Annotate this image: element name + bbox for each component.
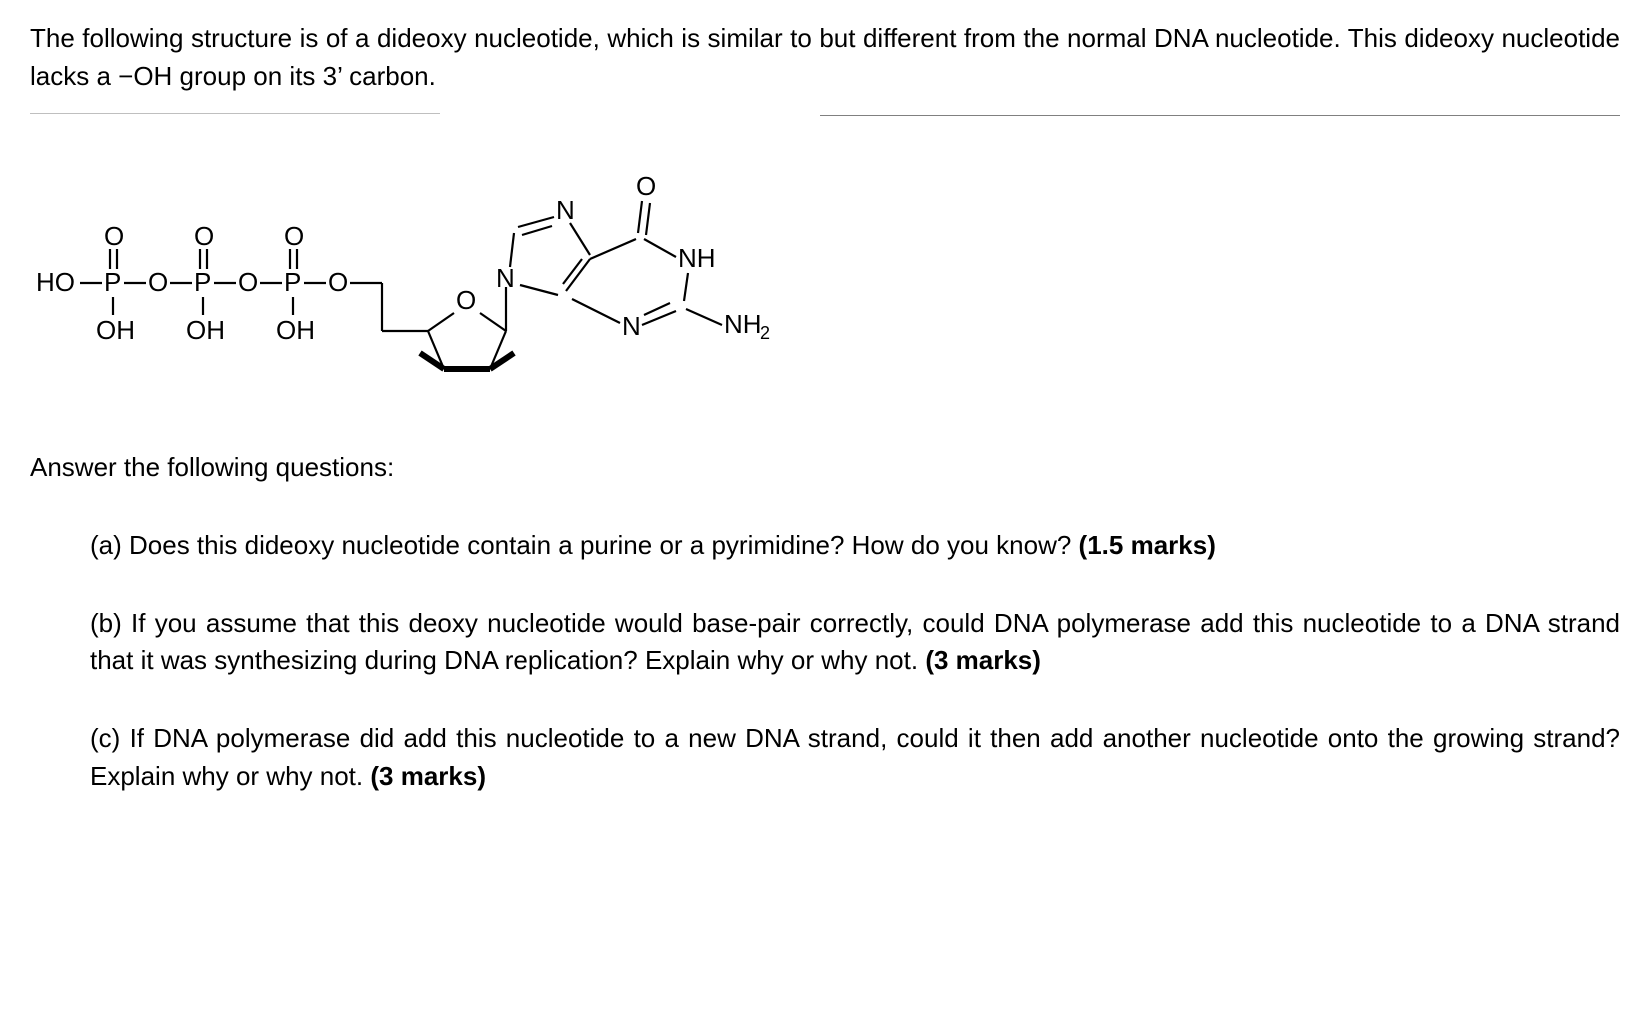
qc-marks: (3 marks) — [370, 761, 486, 791]
intro-text: The following structure is of a dideoxy … — [30, 20, 1620, 95]
base-N3: N — [622, 311, 641, 341]
svg-text:O: O — [284, 221, 304, 251]
svg-text:OH: OH — [276, 315, 315, 345]
p1-double-o: O — [104, 221, 124, 269]
molecule-diagram: HO P O P O P O O — [20, 109, 880, 419]
label-P2: P — [194, 267, 211, 297]
p2-double-o: O — [194, 221, 214, 269]
label-O12: O — [148, 267, 168, 297]
base-N9: N — [496, 263, 515, 293]
p3-double-o: O — [284, 221, 304, 269]
base-N1H: NH — [678, 243, 716, 273]
label-O23: O — [238, 267, 258, 297]
label-O5p: O — [328, 267, 348, 297]
qa-label: (a) — [90, 530, 129, 560]
label-P1: P — [104, 267, 121, 297]
svg-text:2: 2 — [760, 323, 770, 343]
figure-area: HO P O P O P O O — [30, 99, 1620, 419]
qa-marks: (1.5 marks) — [1079, 530, 1216, 560]
page: The following structure is of a dideoxy … — [0, 0, 1650, 826]
divider-right — [820, 115, 1620, 116]
base-O6: O — [636, 171, 656, 201]
base-N7: N — [556, 195, 575, 225]
base-NH2: NH 2 — [724, 309, 770, 343]
qb-marks: (3 marks) — [925, 645, 1041, 675]
qa-text: Does this dideoxy nucleotide contain a p… — [129, 530, 1079, 560]
p1-oh: OH — [96, 297, 135, 345]
label-HO: HO — [36, 267, 75, 297]
question-b: (b) If you assume that this deoxy nucleo… — [90, 605, 1620, 680]
ring-oxygen: O — [456, 285, 476, 315]
svg-text:OH: OH — [186, 315, 225, 345]
svg-text:O: O — [194, 221, 214, 251]
question-c: (c) If DNA polymerase did add this nucle… — [90, 720, 1620, 795]
label-P3: P — [284, 267, 301, 297]
qb-text: If you assume that this deoxy nucleotide… — [90, 608, 1620, 676]
qc-label: (c) — [90, 723, 130, 753]
answer-prompt: Answer the following questions: — [30, 449, 1620, 487]
svg-text:OH: OH — [96, 315, 135, 345]
svg-text:O: O — [104, 221, 124, 251]
svg-text:NH: NH — [724, 309, 762, 339]
p2-oh: OH — [186, 297, 225, 345]
qb-label: (b) — [90, 608, 131, 638]
qc-text: If DNA polymerase did add this nucleotid… — [90, 723, 1620, 791]
question-a: (a) Does this dideoxy nucleotide contain… — [90, 527, 1620, 565]
p3-oh: OH — [276, 297, 315, 345]
